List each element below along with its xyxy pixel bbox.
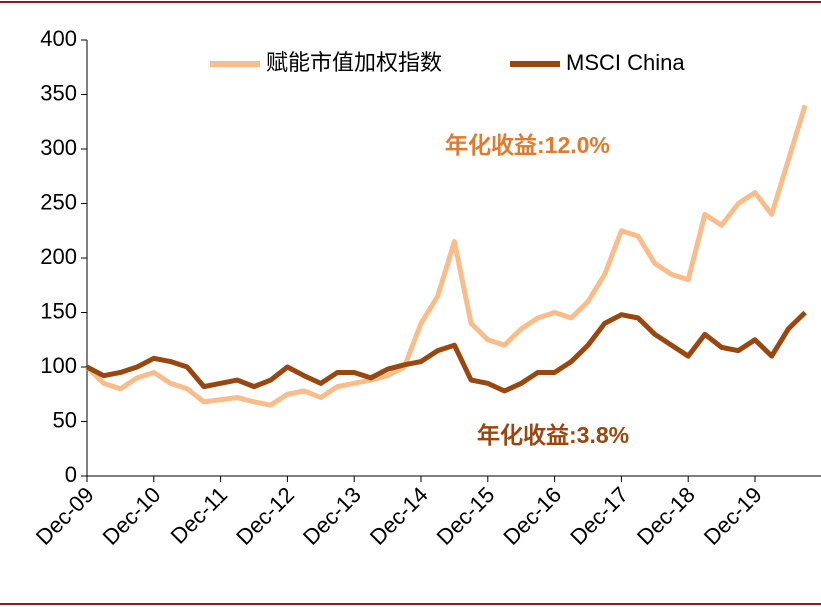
x-tick-label: Dec-10 bbox=[98, 482, 166, 550]
y-tick-label: 350 bbox=[40, 80, 77, 105]
y-tick-label: 50 bbox=[53, 407, 77, 432]
y-tick-label: 200 bbox=[40, 244, 77, 269]
y-tick-label: 100 bbox=[40, 353, 77, 378]
series-line bbox=[85, 310, 807, 394]
x-tick-label: Dec-15 bbox=[432, 482, 500, 550]
y-tick-label: 0 bbox=[65, 462, 77, 487]
legend-label: 赋能市值加权指数 bbox=[266, 50, 442, 75]
y-tick-label: 150 bbox=[40, 298, 77, 323]
legend-label: MSCI China bbox=[566, 50, 685, 75]
y-tick-label: 250 bbox=[40, 189, 77, 214]
series-line bbox=[85, 104, 808, 408]
annotation: 年化收益:12.0% bbox=[445, 132, 610, 158]
x-tick-label: Dec-16 bbox=[498, 482, 566, 550]
x-tick-label: Dec-17 bbox=[565, 482, 633, 550]
x-tick-label: Dec-13 bbox=[298, 482, 366, 550]
y-tick-label: 400 bbox=[40, 26, 77, 51]
y-tick-label: 300 bbox=[40, 135, 77, 160]
x-tick-label: Dec-19 bbox=[699, 482, 767, 550]
x-tick-label: Dec-11 bbox=[166, 482, 233, 549]
annotation: 年化收益:3.8% bbox=[477, 422, 629, 448]
x-tick-label: Dec-09 bbox=[31, 482, 99, 550]
x-tick-label: Dec-14 bbox=[365, 482, 433, 550]
x-tick-label: Dec-18 bbox=[632, 482, 700, 550]
x-tick-label: Dec-12 bbox=[231, 482, 299, 550]
